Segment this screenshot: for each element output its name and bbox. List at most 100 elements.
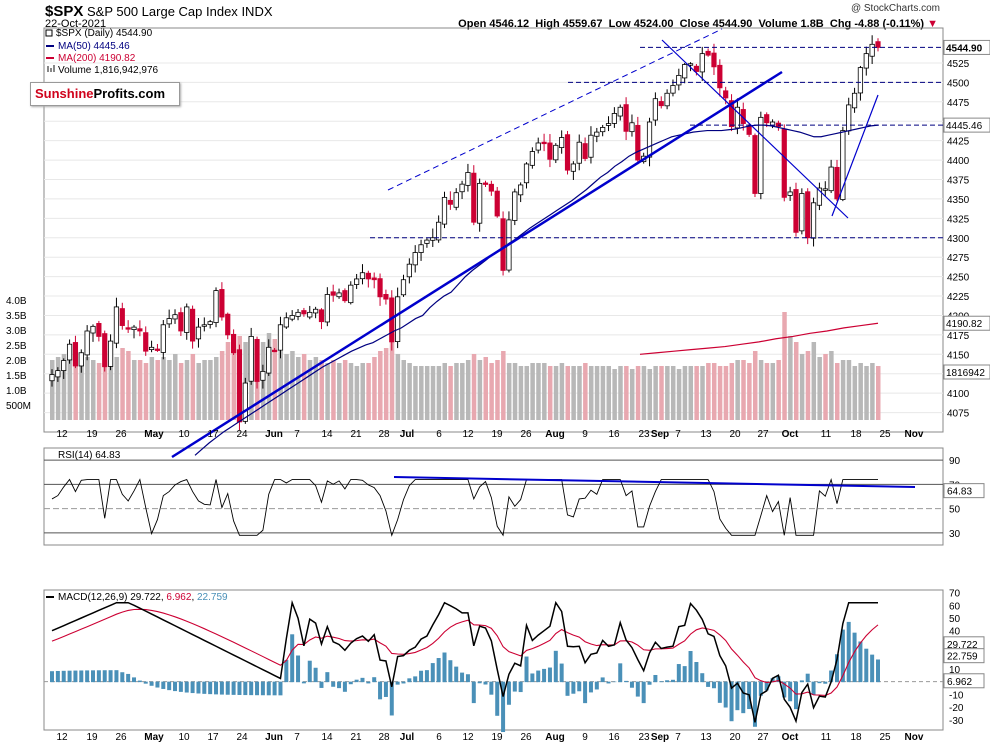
- volume-bar: [553, 366, 559, 420]
- macd-value-label: 22.759: [947, 652, 978, 663]
- volume-bar: [823, 354, 828, 420]
- volume-bar: [231, 345, 237, 420]
- price-tick-label: 4525: [947, 59, 970, 70]
- macd-histogram-bar: [55, 670, 60, 683]
- x-axis-label: 18: [850, 732, 862, 743]
- x-axis-label: 9: [582, 429, 588, 440]
- candle: [172, 314, 178, 320]
- volume-bar: [313, 357, 319, 420]
- volume-bars: [50, 312, 881, 420]
- candle: [664, 92, 670, 107]
- price-tick-label: 4150: [947, 350, 970, 361]
- macd-histogram-bar: [436, 658, 441, 683]
- x-axis-label: 7: [675, 732, 681, 743]
- index-name: S&P 500 Large Cap Index: [86, 4, 238, 19]
- macd-histogram-bar: [706, 681, 711, 687]
- macd-line: [51, 599, 878, 724]
- volume-bar: [155, 360, 160, 420]
- candle: [846, 104, 852, 132]
- candle: [646, 121, 653, 158]
- legend-volume: Volume 1,816,942,976: [58, 65, 159, 76]
- volume-bar: [67, 360, 73, 420]
- volume-bar: [214, 357, 219, 420]
- macd-histogram-bar: [665, 680, 670, 683]
- macd-histogram-bar: [676, 664, 681, 683]
- candle: [477, 182, 483, 224]
- macd-histogram-bar: [378, 681, 383, 700]
- candle: [225, 313, 231, 336]
- volume-bar: [225, 342, 231, 420]
- volume-bar: [442, 363, 447, 420]
- candle: [195, 326, 202, 340]
- price-tick-label: 4225: [947, 292, 970, 303]
- macd-histogram-bar: [530, 673, 535, 683]
- x-axis-label: Nov: [905, 429, 924, 440]
- candle: [412, 252, 418, 266]
- trend-line: [831, 94, 879, 217]
- candle: [137, 328, 143, 332]
- macd-histogram-bar: [155, 681, 160, 688]
- macd-histogram-bar: [173, 681, 178, 692]
- volume-bar: [178, 363, 184, 420]
- volume-bar: [852, 366, 858, 420]
- volume-bar: [424, 366, 430, 420]
- macd-histogram-bar: [50, 671, 54, 683]
- price-tick-label: 4425: [947, 137, 970, 148]
- candle: [799, 193, 805, 232]
- volume-bar: [278, 351, 283, 420]
- macd-histogram-bar: [565, 681, 570, 696]
- candle: [588, 134, 594, 158]
- macd-histogram-bar: [202, 681, 207, 694]
- macd-histogram-bar: [366, 681, 371, 684]
- x-axis-label: Aug: [545, 429, 564, 440]
- volume-bar: [653, 366, 658, 420]
- volume-bar: [571, 366, 576, 420]
- x-axis-label: 19: [86, 429, 98, 440]
- volume-bar: [454, 363, 459, 420]
- macd-histogram-bar: [483, 681, 488, 685]
- x-axis-label: 6: [436, 429, 442, 440]
- chart-date: 22-Oct-2021: [45, 18, 107, 30]
- macd-histogram-bar: [559, 663, 564, 683]
- macd-histogram-bar: [108, 670, 113, 683]
- candle: [547, 142, 553, 160]
- volume-tick-label: 3.5B: [6, 311, 27, 322]
- candle: [166, 318, 172, 325]
- x-axis-label: 7: [294, 429, 300, 440]
- macd-histogram-bar: [290, 634, 295, 683]
- candle: [582, 143, 588, 159]
- macd-histogram-bar: [524, 656, 529, 683]
- candle: [711, 52, 717, 68]
- macd-histogram-bar: [184, 681, 189, 693]
- right-value-label: 4445.46: [946, 121, 983, 132]
- volume-bar: [284, 354, 289, 420]
- candle: [658, 101, 664, 107]
- candle: [471, 172, 477, 223]
- x-axis-label: Sep: [651, 429, 669, 440]
- volume-bar: [143, 363, 149, 420]
- macd-histogram-bar: [770, 678, 775, 683]
- candle: [617, 106, 623, 117]
- candle: [764, 114, 770, 124]
- candle: [488, 183, 494, 192]
- candle: [559, 137, 565, 148]
- volume-bar: [682, 366, 688, 420]
- macd-histogram-bar: [301, 681, 306, 684]
- price-tick-label: 4250: [947, 273, 970, 284]
- x-axis-label: 25: [879, 429, 891, 440]
- candle: [676, 74, 682, 86]
- candle: [148, 346, 155, 350]
- volume-bar: [635, 366, 641, 420]
- macd-histogram-bar: [325, 672, 330, 683]
- volume-bar: [840, 360, 846, 420]
- volume-bar: [448, 366, 453, 420]
- macd-histogram-bar: [506, 681, 511, 705]
- macd-tick-label: 50: [949, 614, 961, 625]
- volume-bar: [776, 360, 781, 420]
- macd-histogram-bar: [219, 681, 224, 695]
- candle: [189, 308, 196, 342]
- volume-bar: [501, 351, 506, 420]
- volume-bar: [530, 363, 535, 420]
- macd-histogram-bar: [694, 662, 699, 683]
- volume-bar: [137, 360, 143, 420]
